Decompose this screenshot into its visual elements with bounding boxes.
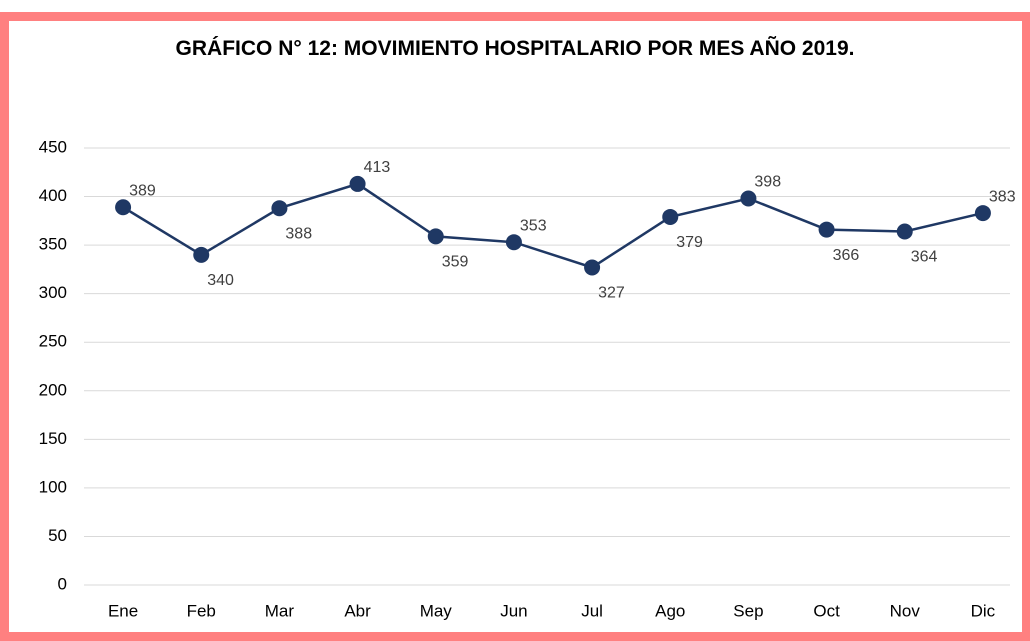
chart-title: GRÁFICO N° 12: MOVIMIENTO HOSPITALARIO P…: [175, 37, 855, 60]
marker: [974, 205, 991, 222]
data-label: 388: [285, 225, 312, 242]
x-tick-label: Ene: [108, 601, 138, 620]
marker: [662, 208, 679, 225]
x-tick-label: Dic: [971, 601, 996, 620]
y-tick-label: 100: [39, 477, 67, 496]
data-label: 353: [520, 217, 547, 234]
marker: [349, 175, 366, 192]
y-tick-label: 0: [58, 574, 67, 593]
marker: [740, 190, 757, 207]
x-tick-label: Abr: [344, 601, 371, 620]
y-tick-label: 450: [39, 137, 67, 156]
marker: [193, 246, 210, 263]
y-tick-label: 150: [39, 429, 67, 448]
x-tick-label: Ago: [655, 601, 685, 620]
marker: [271, 200, 288, 217]
marker: [584, 259, 601, 276]
y-tick-label: 250: [39, 332, 67, 351]
y-tick-label: 350: [39, 235, 67, 254]
data-label: 327: [598, 285, 625, 302]
x-tick-label: May: [420, 601, 453, 620]
x-tick-label: Nov: [890, 601, 921, 620]
marker: [115, 199, 132, 216]
data-label: 366: [833, 247, 860, 264]
marker: [427, 228, 444, 245]
y-tick-label: 300: [39, 283, 67, 302]
data-label: 383: [989, 188, 1016, 205]
x-tick-label: Jul: [581, 601, 603, 620]
data-label: 389: [129, 182, 156, 199]
marker: [505, 234, 522, 251]
marker: [818, 221, 835, 238]
y-tick-label: 200: [39, 380, 67, 399]
data-label: 364: [911, 249, 938, 266]
data-label: 340: [207, 272, 234, 289]
y-tick-label: 400: [39, 186, 67, 205]
data-label: 379: [676, 234, 703, 251]
y-tick-label: 50: [48, 526, 67, 545]
x-tick-label: Mar: [265, 601, 295, 620]
data-label: 359: [442, 254, 469, 271]
x-tick-label: Feb: [187, 601, 216, 620]
data-label: 398: [754, 174, 781, 191]
x-tick-label: Oct: [813, 601, 840, 620]
marker: [896, 223, 913, 240]
data-label: 413: [364, 159, 391, 176]
line: [122, 182, 984, 269]
x-tick-label: Sep: [733, 601, 763, 620]
x-tick-label: Jun: [500, 601, 527, 620]
